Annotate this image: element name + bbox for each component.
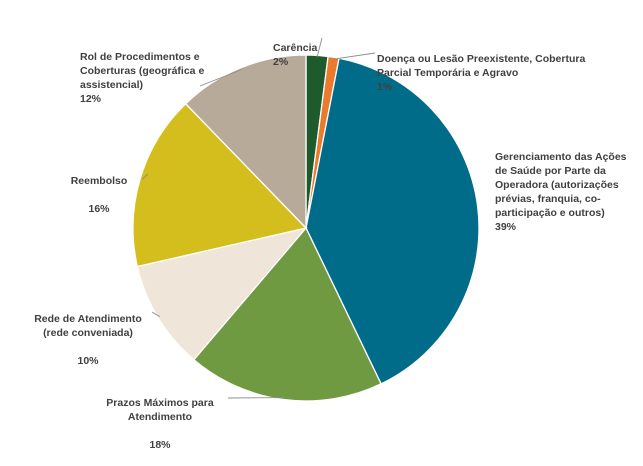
slice-percent-carencia: 2% xyxy=(273,56,288,68)
slice-percent-reembolso: 16% xyxy=(64,202,134,216)
data-label-prazos-maximos: Prazos Máximos para Atendimento 18% xyxy=(95,382,225,466)
slice-percent-rede-atendimento: 10% xyxy=(28,354,148,368)
data-label-rede-atendimento: Rede de Atendimento (rede conveniada) 10… xyxy=(28,298,148,382)
leader-line-doenca-ou-lesao-preexistente-cobertura-p xyxy=(333,53,375,59)
slice-percent-rol-procedimentos: 12% xyxy=(80,93,101,105)
slice-label-doenca-preexistente: Doença ou Lesão Preexistente, Cobertura … xyxy=(377,53,585,79)
slice-label-prazos-maximos: Prazos Máximos para Atendimento xyxy=(95,396,225,424)
data-label-rol-procedimentos: Rol de Procedimentos e Coberturas (geogr… xyxy=(80,36,225,106)
data-label-doenca-preexistente: Doença ou Lesão Preexistente, Cobertura … xyxy=(377,38,617,94)
slice-label-reembolso: Reembolso xyxy=(64,174,134,188)
slice-label-carencia: Carência xyxy=(273,42,317,54)
data-label-gerenciamento: Gerenciamento das Ações de Saúde por Par… xyxy=(495,136,630,234)
pie-slices xyxy=(133,55,479,401)
leader-line-carencia xyxy=(317,38,322,57)
slice-percent-doenca-preexistente: 1% xyxy=(377,81,392,93)
slice-percent-gerenciamento: 39% xyxy=(495,221,516,233)
slice-label-rol-procedimentos: Rol de Procedimentos e Coberturas (geogr… xyxy=(80,51,204,91)
pie-chart: Carência 2% Doença ou Lesão Preexistente… xyxy=(0,0,643,440)
data-label-reembolso: Reembolso 16% xyxy=(64,160,134,230)
slice-label-rede-atendimento: Rede de Atendimento (rede conveniada) xyxy=(28,312,148,340)
data-label-carencia: Carência 2% xyxy=(273,27,317,69)
slice-percent-prazos-maximos: 18% xyxy=(95,438,225,452)
slice-label-gerenciamento: Gerenciamento das Ações de Saúde por Par… xyxy=(495,151,627,219)
